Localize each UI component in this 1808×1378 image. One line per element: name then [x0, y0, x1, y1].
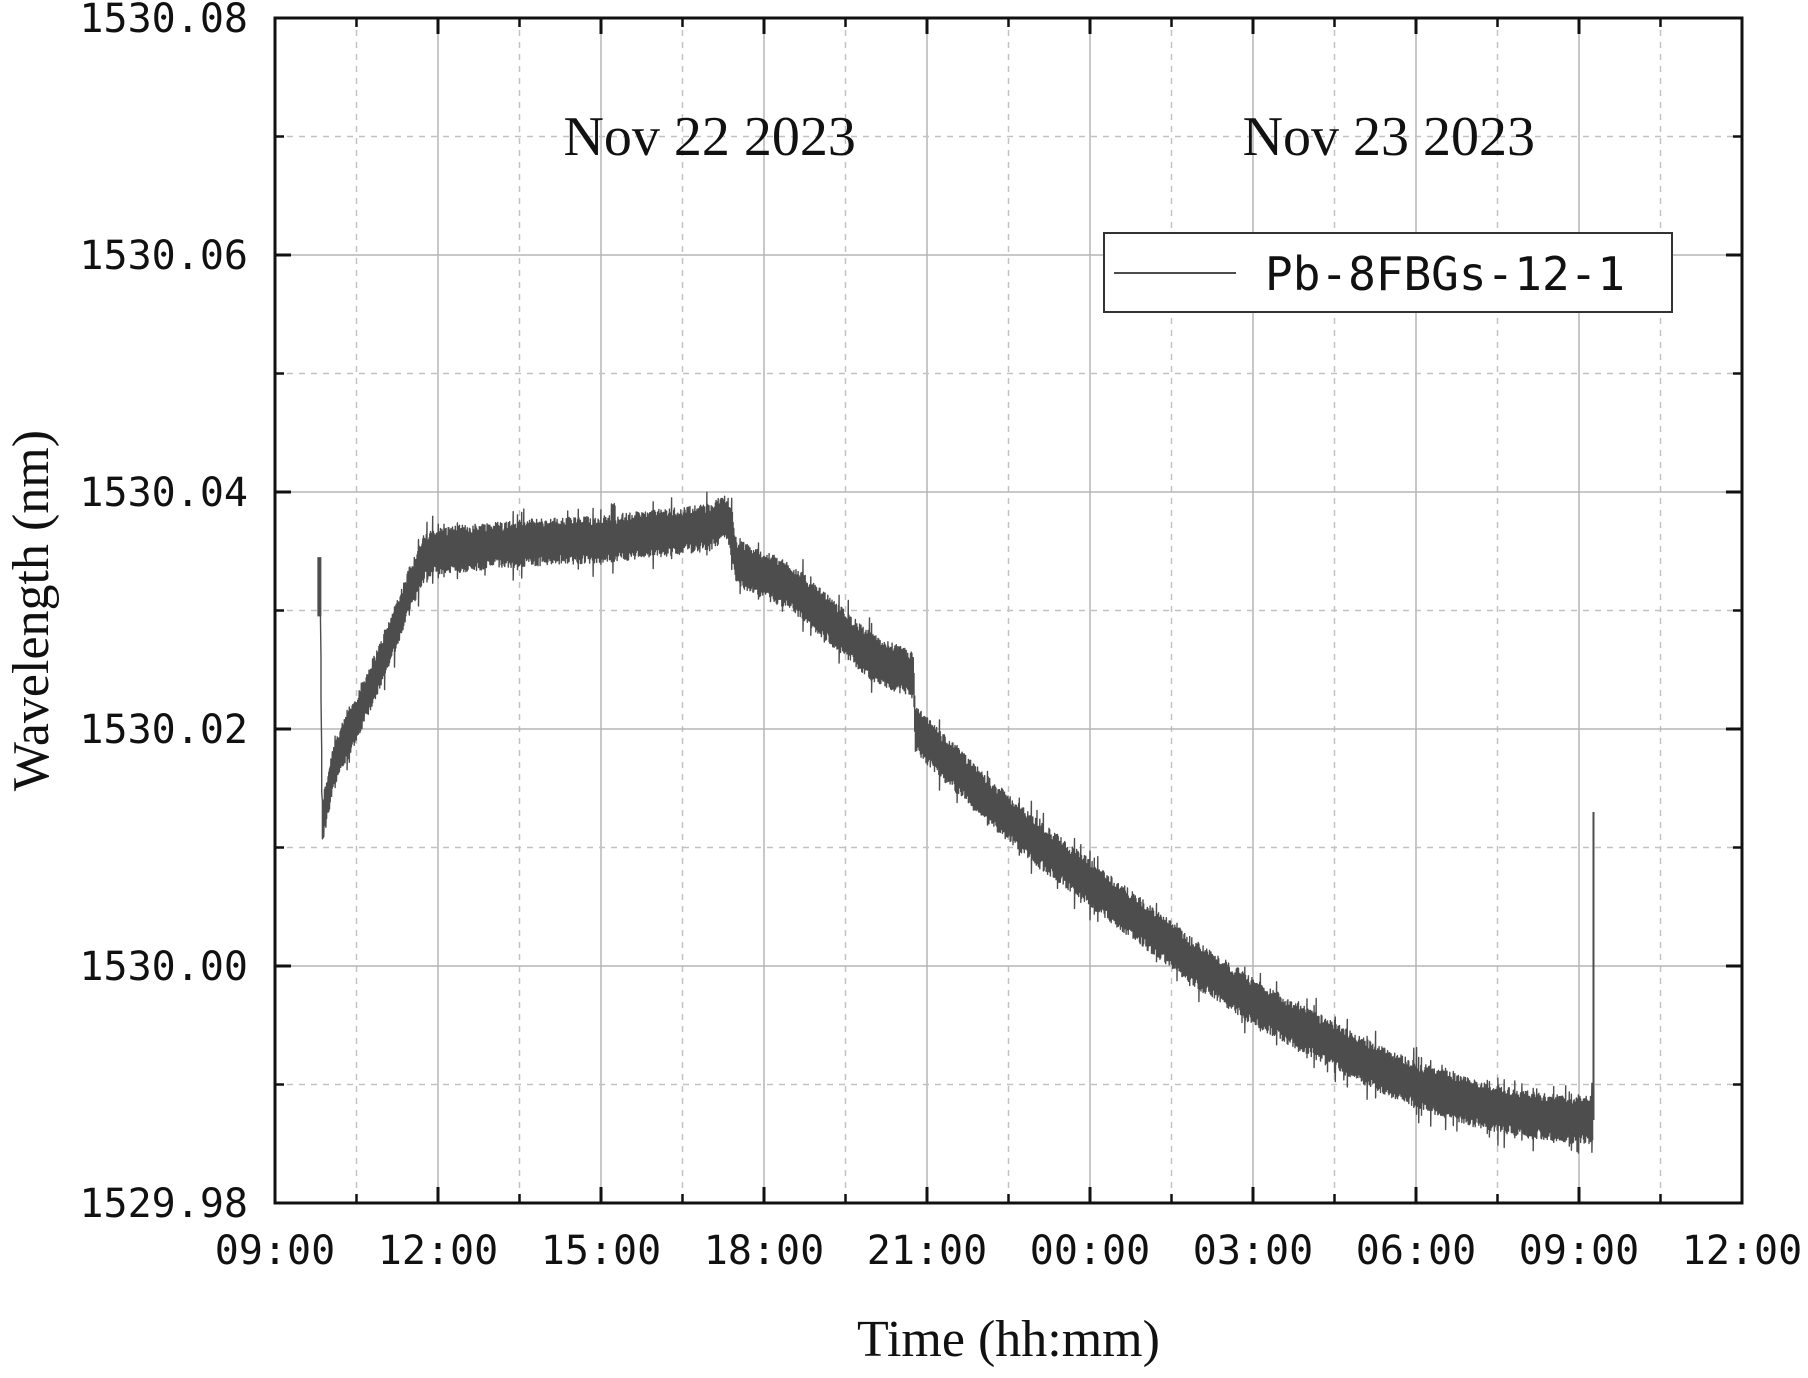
grid-lines — [275, 18, 1742, 1203]
x-axis-title: Time (hh:mm) — [857, 1311, 1160, 1368]
x-tick-label: 21:00 — [867, 1228, 987, 1274]
series-line — [319, 491, 1594, 1154]
legend-label: Pb-8FBGs-12-1 — [1265, 247, 1625, 301]
y-tick-label: 1529.98 — [79, 1181, 248, 1227]
legend: Pb-8FBGs-12-1 — [1103, 232, 1673, 313]
y-axis-title: Wavelength (nm) — [3, 430, 60, 791]
x-tick-label: 03:00 — [1193, 1228, 1313, 1274]
date-annotation-nov-23: Nov 23 2023 — [1243, 106, 1535, 168]
x-tick-label: 18:00 — [704, 1228, 824, 1274]
x-tick-label: 12:00 — [378, 1228, 498, 1274]
x-tick-label: 09:00 — [215, 1228, 335, 1274]
y-tick-label: 1530.02 — [79, 707, 248, 753]
x-tick-label: 09:00 — [1519, 1228, 1639, 1274]
y-tick-label: 1530.06 — [79, 233, 248, 279]
x-tick-label: 15:00 — [541, 1228, 661, 1274]
y-tick-label: 1530.00 — [79, 944, 248, 990]
x-tick-label: 06:00 — [1356, 1228, 1476, 1274]
x-tick-label: 00:00 — [1030, 1228, 1150, 1274]
series-layer — [317, 491, 1595, 1154]
x-tick-label: 12:00 — [1682, 1228, 1802, 1274]
y-tick-label: 1530.04 — [79, 470, 248, 516]
axis-ticks — [273, 16, 1744, 1205]
tick-labels: 09:00 12:00 15:00 18:00 21:00 00:00 03:00 06:00… — [79, 0, 1802, 1274]
date-annotation-nov-22: Nov 22 2023 — [563, 106, 855, 168]
y-tick-label: 1530.08 — [79, 0, 248, 42]
